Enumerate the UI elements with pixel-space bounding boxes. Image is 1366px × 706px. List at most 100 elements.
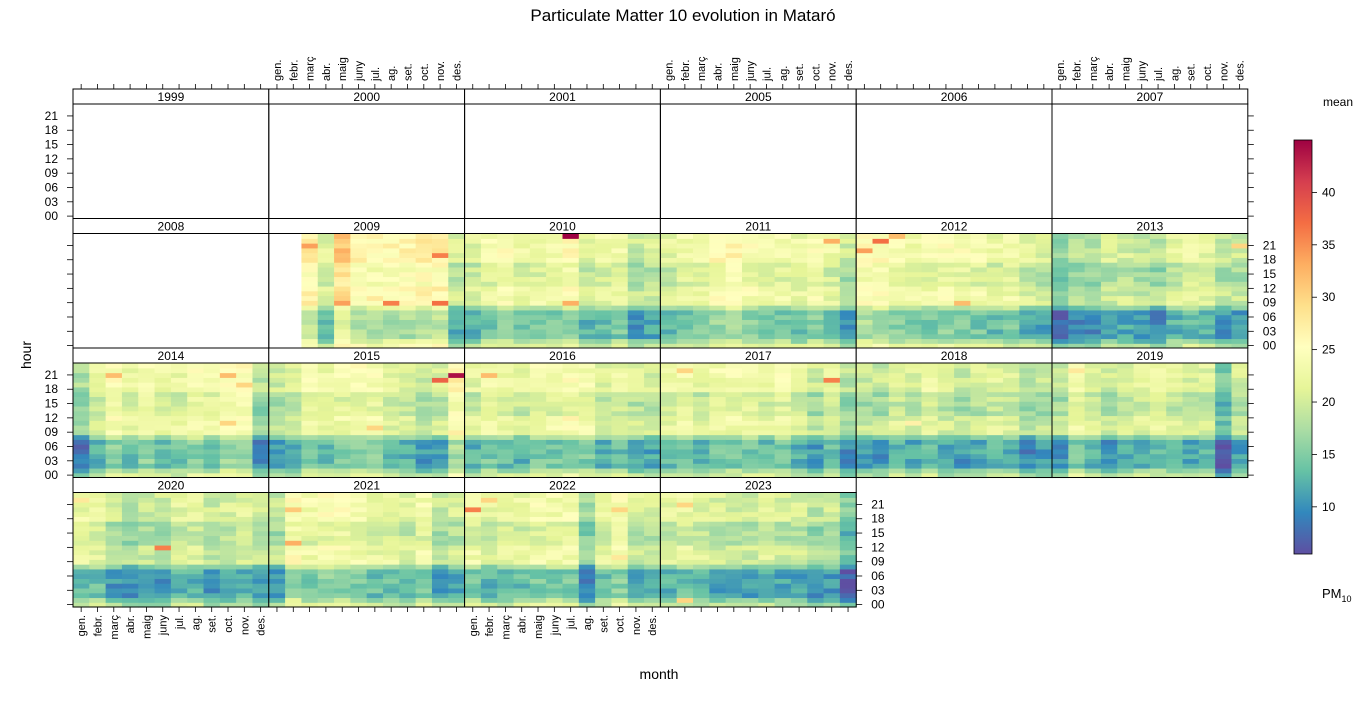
heat-cell bbox=[480, 467, 498, 474]
heat-cell bbox=[1100, 314, 1118, 320]
heat-cell bbox=[644, 453, 661, 460]
heat-cell bbox=[121, 429, 139, 436]
heat-cell bbox=[872, 401, 890, 407]
heat-cell bbox=[268, 573, 286, 579]
heat-cell bbox=[872, 328, 890, 335]
heat-cell bbox=[856, 266, 874, 273]
heat-cell bbox=[709, 602, 727, 608]
heat-cell bbox=[578, 568, 596, 575]
heat-cell bbox=[334, 535, 351, 541]
heat-cell bbox=[1149, 448, 1167, 455]
heat-cell bbox=[1182, 247, 1200, 254]
heat-cell bbox=[741, 238, 759, 244]
heat-cell bbox=[709, 549, 727, 556]
heat-cell bbox=[644, 448, 661, 455]
heat-cell bbox=[105, 544, 123, 551]
heat-cell bbox=[301, 554, 319, 560]
heat-cell bbox=[872, 386, 890, 393]
heat-cell bbox=[105, 559, 123, 565]
heat-cell bbox=[872, 276, 890, 282]
heat-cell bbox=[872, 367, 890, 374]
heat-cell bbox=[709, 554, 727, 560]
heat-cell bbox=[611, 262, 629, 268]
panel-2009: 2009 bbox=[268, 218, 466, 349]
heat-cell bbox=[513, 405, 531, 412]
heat-cell bbox=[170, 458, 188, 464]
heat-cell bbox=[1019, 467, 1037, 474]
heat-cell bbox=[268, 559, 286, 565]
heat-cell bbox=[709, 525, 727, 532]
heat-cell bbox=[317, 343, 335, 349]
heat-cell bbox=[1198, 372, 1216, 378]
heat-cell bbox=[399, 583, 417, 589]
month-tick-label: gen. bbox=[1055, 60, 1067, 81]
heat-cell bbox=[676, 252, 694, 258]
heat-cell bbox=[758, 257, 776, 263]
panel-2005: 2005 bbox=[659, 88, 857, 219]
heat-cell bbox=[1035, 281, 1053, 287]
heat-cell bbox=[660, 382, 678, 388]
heat-cell bbox=[1068, 458, 1086, 464]
heat-cell bbox=[236, 492, 254, 498]
heat-cell bbox=[1035, 386, 1053, 393]
heat-cell bbox=[366, 439, 384, 445]
panel-2017: 2017 bbox=[659, 347, 857, 479]
heat-cell bbox=[187, 429, 205, 436]
heat-cell bbox=[1117, 257, 1135, 263]
heat-cell bbox=[627, 420, 645, 426]
heat-cell bbox=[546, 396, 564, 402]
heat-cell bbox=[1035, 434, 1053, 440]
heat-cell bbox=[285, 525, 303, 532]
heat-cell bbox=[415, 410, 433, 417]
heat-cell bbox=[1182, 295, 1200, 301]
heat-cell bbox=[741, 372, 759, 378]
heat-cell bbox=[578, 386, 596, 393]
heat-cell bbox=[823, 492, 841, 498]
heat-cell bbox=[252, 502, 270, 508]
heat-cell bbox=[1133, 439, 1151, 445]
heat-cell bbox=[1182, 338, 1200, 344]
heat-cell bbox=[937, 281, 955, 287]
heat-cell bbox=[154, 511, 172, 517]
heat-cell bbox=[236, 420, 254, 426]
heat-cell bbox=[1198, 328, 1216, 335]
heat-cell bbox=[970, 401, 988, 407]
heat-cell bbox=[301, 382, 319, 388]
heat-cell bbox=[73, 506, 90, 513]
heat-cell bbox=[415, 525, 433, 532]
heat-cell bbox=[301, 597, 319, 603]
month-tick-label: des. bbox=[843, 60, 855, 81]
heat-cell bbox=[986, 343, 1004, 349]
heat-cell bbox=[366, 525, 384, 532]
heat-cell bbox=[758, 396, 776, 402]
heat-cell bbox=[709, 319, 727, 325]
heat-cell bbox=[121, 516, 139, 522]
heat-cell bbox=[725, 300, 743, 306]
heat-cell bbox=[758, 511, 776, 517]
heat-cell bbox=[595, 243, 613, 249]
heat-cell bbox=[807, 506, 825, 513]
heat-cell bbox=[758, 448, 776, 455]
month-tick-label: jul. bbox=[566, 615, 578, 630]
heat-cell bbox=[1003, 314, 1020, 320]
heat-cell bbox=[415, 554, 433, 560]
heat-cell bbox=[301, 549, 319, 556]
heat-cell bbox=[611, 420, 629, 426]
heat-cell bbox=[203, 583, 221, 589]
heat-cell bbox=[807, 415, 825, 421]
heat-cell bbox=[1133, 391, 1151, 397]
heat-cell bbox=[1003, 266, 1020, 273]
heat-cell bbox=[1198, 295, 1216, 301]
heat-cell bbox=[790, 386, 808, 393]
heat-cell bbox=[807, 502, 825, 508]
heat-cell bbox=[823, 578, 841, 584]
heat-cell bbox=[431, 506, 449, 513]
heat-cell bbox=[839, 386, 857, 393]
heat-cell bbox=[138, 410, 156, 417]
heat-cell bbox=[121, 405, 139, 412]
heat-cell bbox=[839, 554, 857, 560]
heat-cell bbox=[73, 401, 90, 407]
heat-cell bbox=[741, 549, 759, 556]
heat-cell bbox=[872, 372, 890, 378]
